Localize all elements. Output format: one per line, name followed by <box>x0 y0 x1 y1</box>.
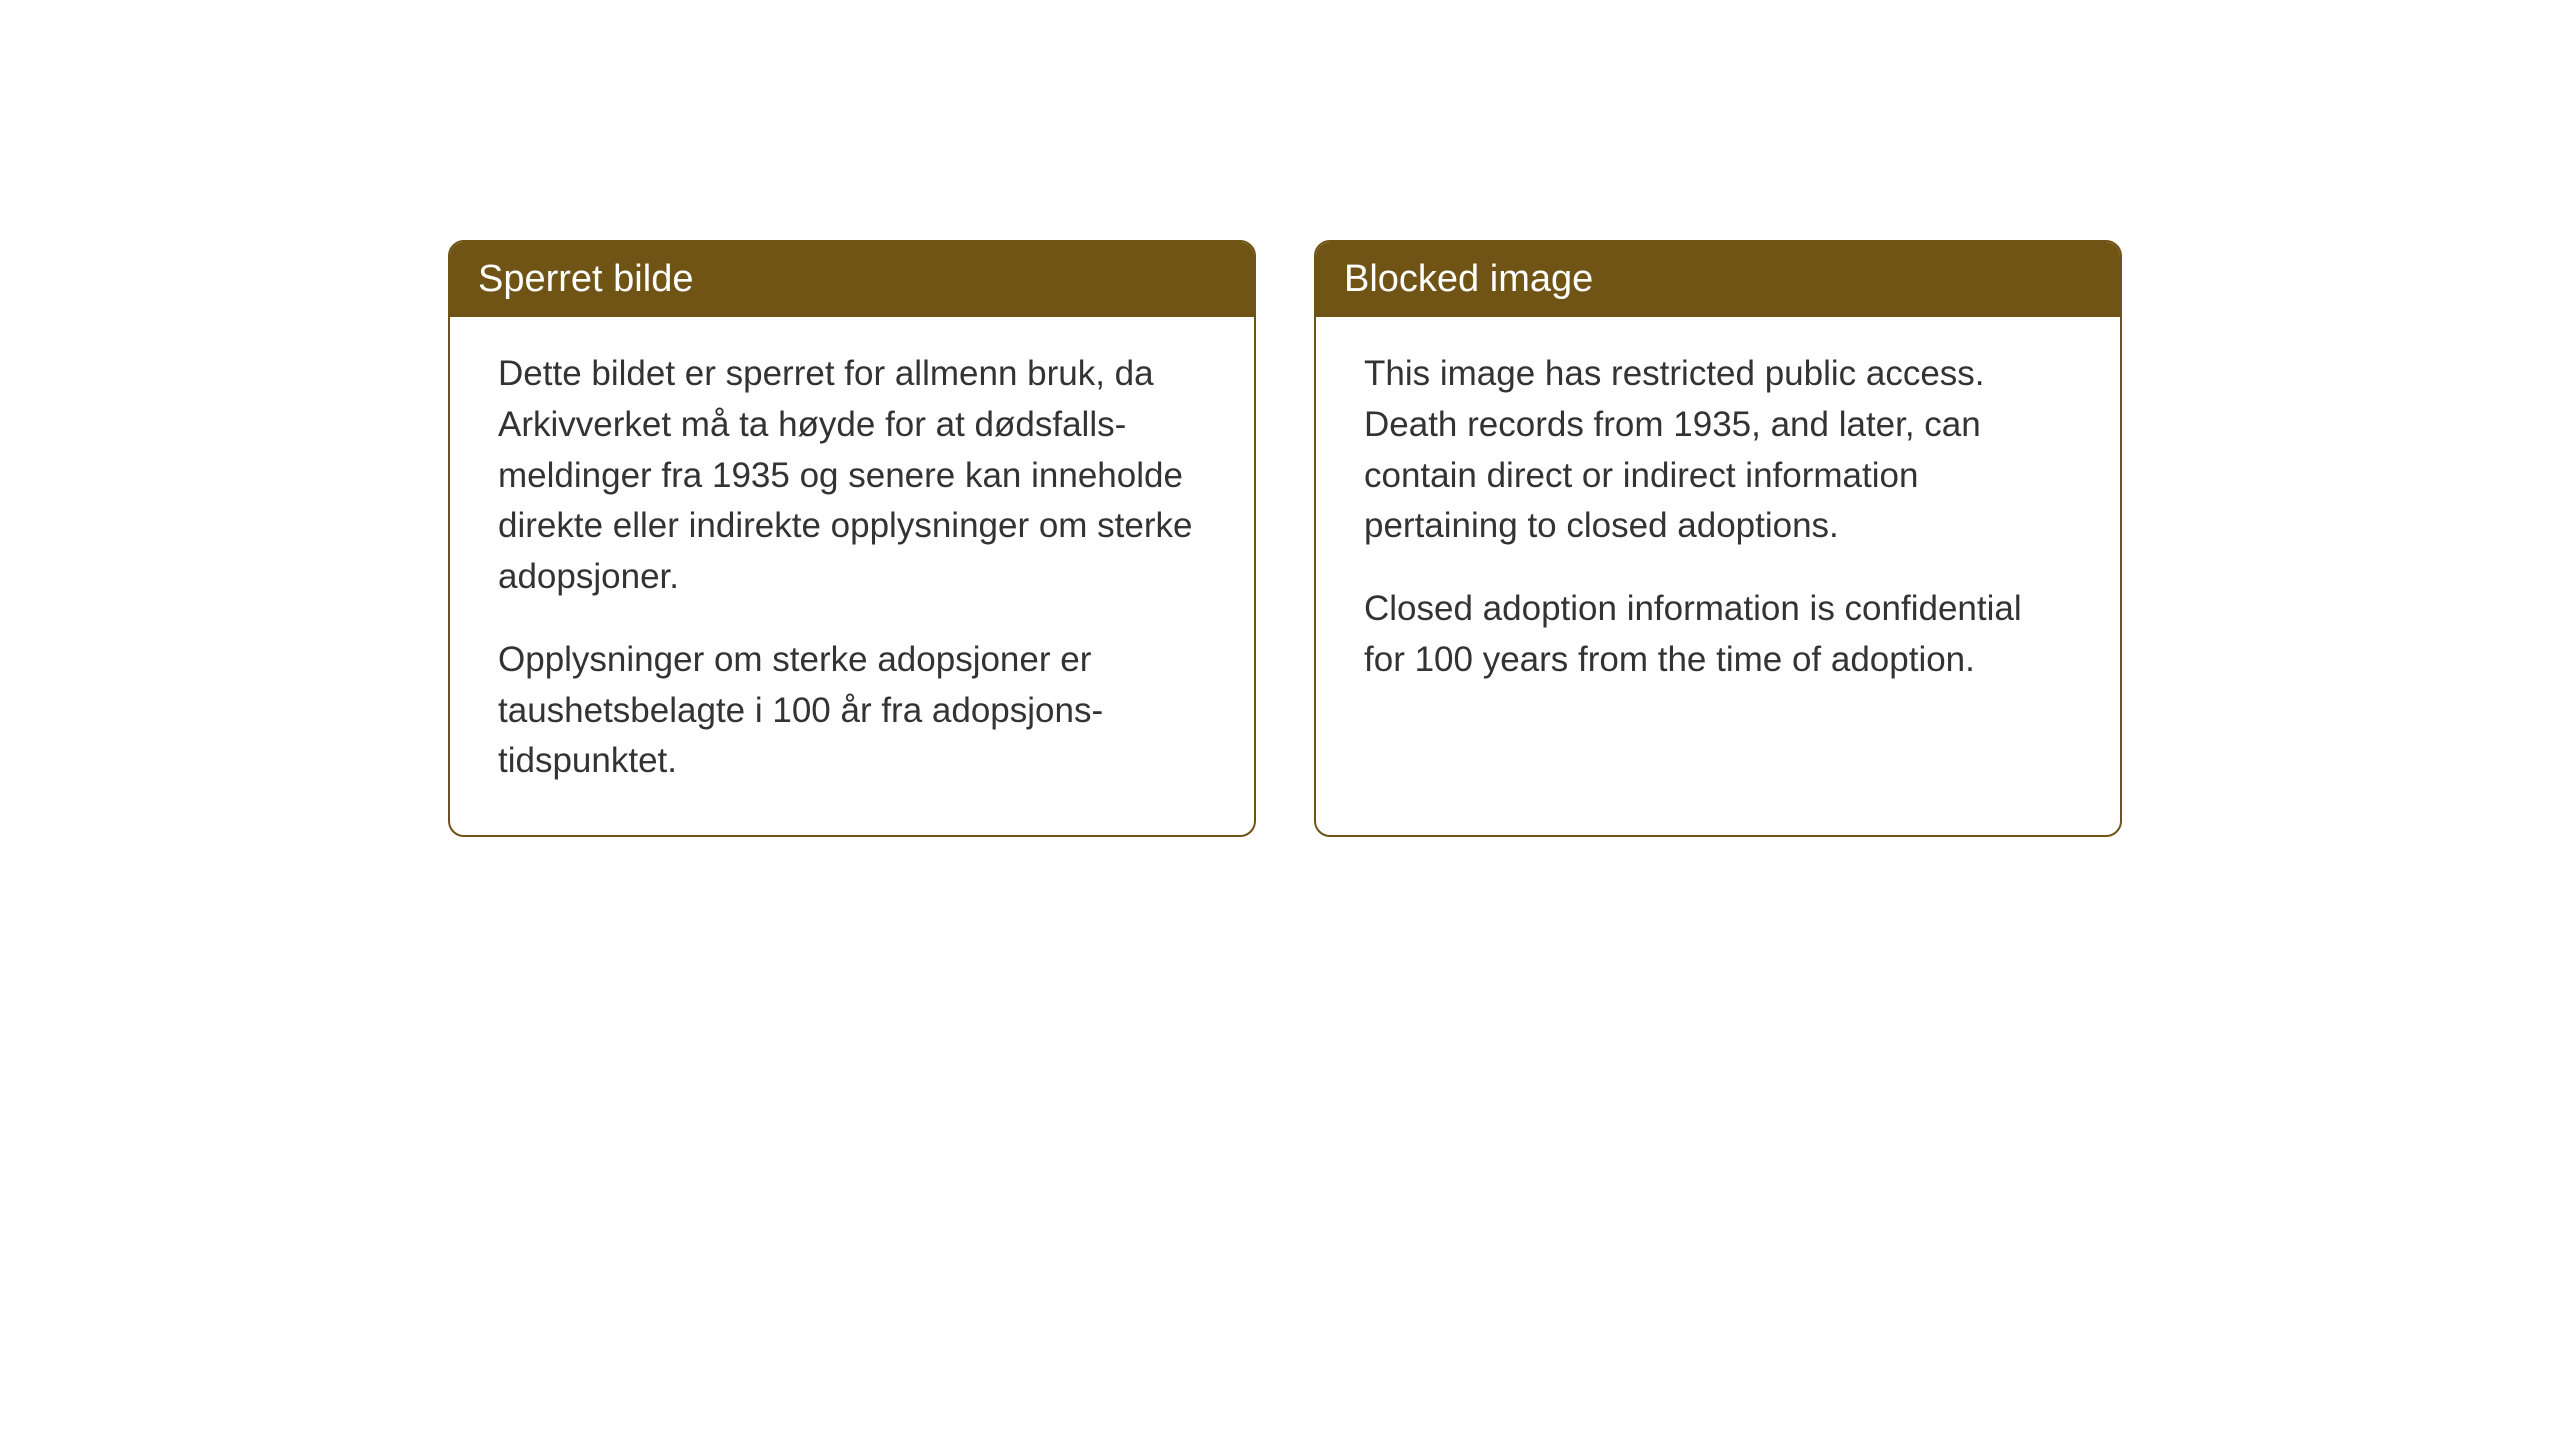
norwegian-paragraph-1: Dette bildet er sperret for allmenn bruk… <box>498 349 1206 603</box>
norwegian-paragraph-2: Opplysninger om sterke adopsjoner er tau… <box>498 635 1206 787</box>
norwegian-notice-card: Sperret bilde Dette bildet er sperret fo… <box>448 240 1256 837</box>
norwegian-card-title: Sperret bilde <box>450 242 1254 317</box>
notice-cards-container: Sperret bilde Dette bildet er sperret fo… <box>448 240 2122 837</box>
norwegian-card-body: Dette bildet er sperret for allmenn bruk… <box>450 317 1254 835</box>
english-paragraph-1: This image has restricted public access.… <box>1364 349 2072 552</box>
english-card-body: This image has restricted public access.… <box>1316 317 2120 734</box>
english-card-title: Blocked image <box>1316 242 2120 317</box>
english-paragraph-2: Closed adoption information is confident… <box>1364 584 2072 686</box>
english-notice-card: Blocked image This image has restricted … <box>1314 240 2122 837</box>
